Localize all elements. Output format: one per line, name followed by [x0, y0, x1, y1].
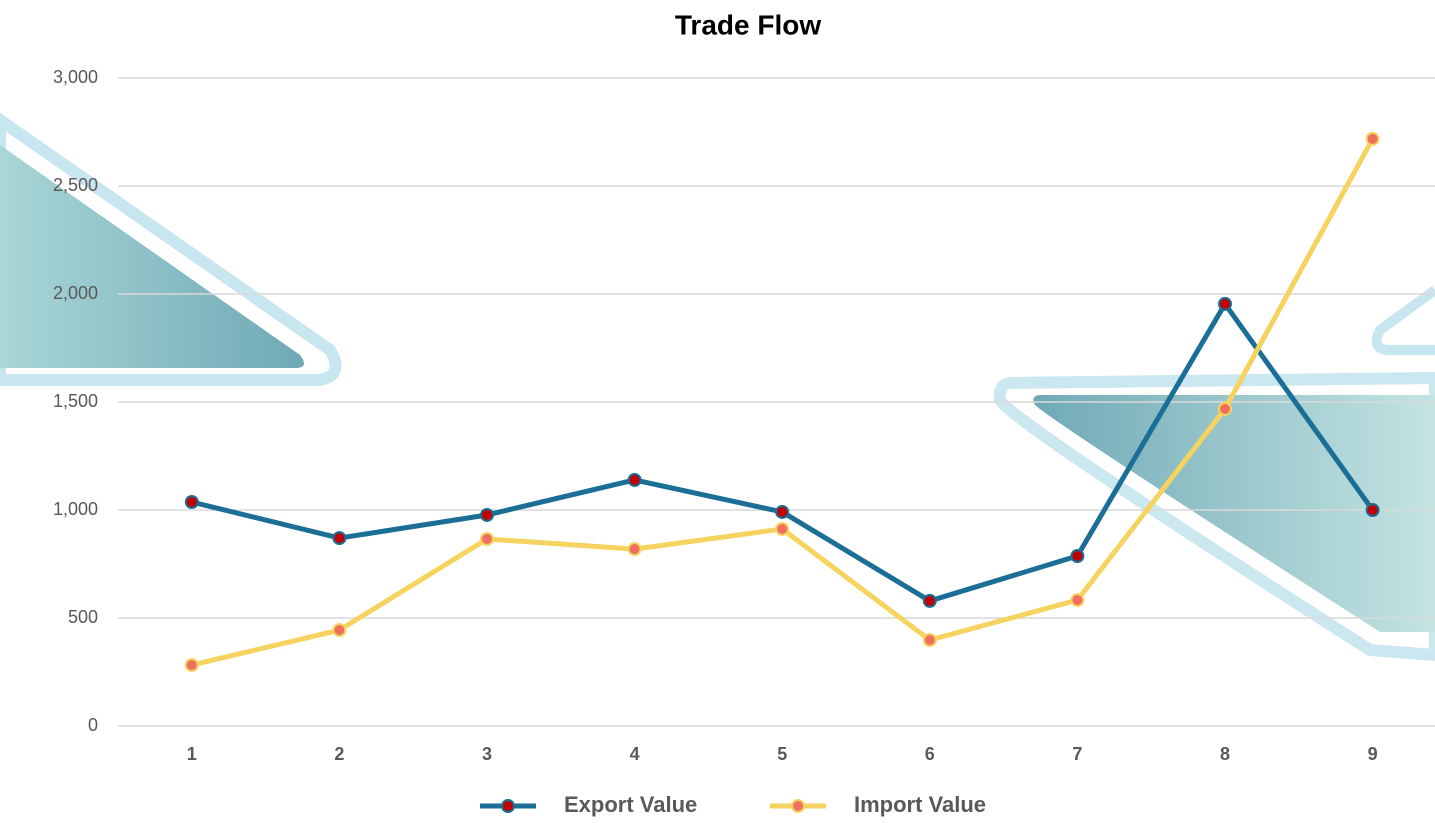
y-tick-label: 0 — [88, 715, 98, 735]
data-point — [481, 533, 493, 545]
y-tick-label: 3,000 — [53, 67, 98, 87]
y-tick-label: 1,500 — [53, 391, 98, 411]
legend-marker — [792, 800, 804, 812]
chart: Trade Flow 0 500 1,000 1,500 2,000 2,500 3,000… — [0, 0, 1435, 823]
y-tick-label: 1,000 — [53, 499, 98, 519]
x-tick-label: 2 — [334, 744, 344, 764]
data-point — [1219, 403, 1231, 415]
data-point — [186, 659, 198, 671]
y-tick-label: 2,000 — [53, 283, 98, 303]
data-point — [1071, 550, 1083, 562]
legend-marker — [502, 800, 514, 812]
y-tick-label: 500 — [68, 607, 98, 627]
x-tick-label: 6 — [925, 744, 935, 764]
data-point — [1071, 594, 1083, 606]
data-point — [186, 496, 198, 508]
data-point — [776, 523, 788, 535]
legend-label: Import Value — [854, 792, 986, 817]
data-point — [481, 509, 493, 521]
data-point — [333, 624, 345, 636]
x-tick-label: 5 — [777, 744, 787, 764]
x-tick-label: 8 — [1220, 744, 1230, 764]
data-point — [333, 532, 345, 544]
x-tick-label: 1 — [187, 744, 197, 764]
data-point — [1367, 504, 1379, 516]
data-point — [924, 634, 936, 646]
data-point — [1367, 133, 1379, 145]
y-tick-label: 2,500 — [53, 175, 98, 195]
data-point — [924, 595, 936, 607]
legend-label: Export Value — [564, 792, 697, 817]
x-tick-label: 4 — [630, 744, 640, 764]
data-point — [776, 506, 788, 518]
data-point — [629, 474, 641, 486]
data-point — [629, 543, 641, 555]
x-tick-label: 3 — [482, 744, 492, 764]
background-decoration — [0, 120, 1435, 655]
x-tick-label: 7 — [1072, 744, 1082, 764]
x-tick-label: 9 — [1368, 744, 1378, 764]
data-point — [1219, 298, 1231, 310]
chart-title: Trade Flow — [675, 9, 821, 40]
